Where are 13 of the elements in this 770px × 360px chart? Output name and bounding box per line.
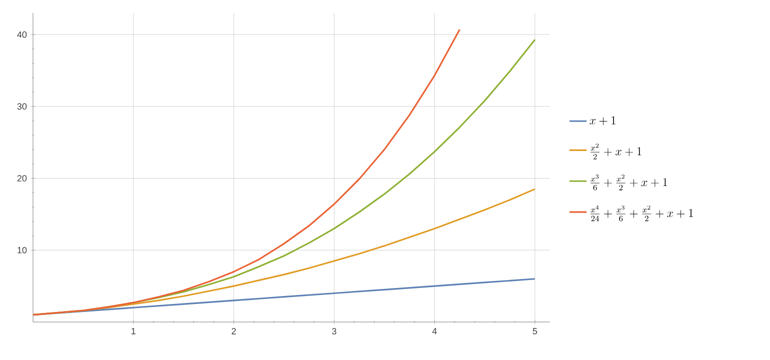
x-tick-label: 5 xyxy=(532,328,538,334)
legend-label: $\frac{x^{2}}{2}+x+1$ xyxy=(590,144,642,160)
legend-label: $\frac{x^{3}}{6}+\frac{x^{2}}{2}+x+1$ xyxy=(590,174,668,190)
x-tick-label: 2 xyxy=(232,328,236,334)
legend-label: $\frac{x^{4}}{24}+\frac{x^{3}}{6}+\frac{x^{2}}{2}+x+1$ xyxy=(590,205,693,222)
x-tick-label: 3 xyxy=(332,328,336,334)
x-tick-label: 4 xyxy=(432,328,437,334)
y-tick-label: 20 xyxy=(17,175,27,182)
x-tick-label: 1 xyxy=(132,328,136,334)
y-tick-label: 40 xyxy=(17,31,27,38)
y-tick-label: 10 xyxy=(18,246,27,254)
legend-label: $x+1$ xyxy=(590,116,616,126)
y-tick-label: 30 xyxy=(17,103,27,110)
